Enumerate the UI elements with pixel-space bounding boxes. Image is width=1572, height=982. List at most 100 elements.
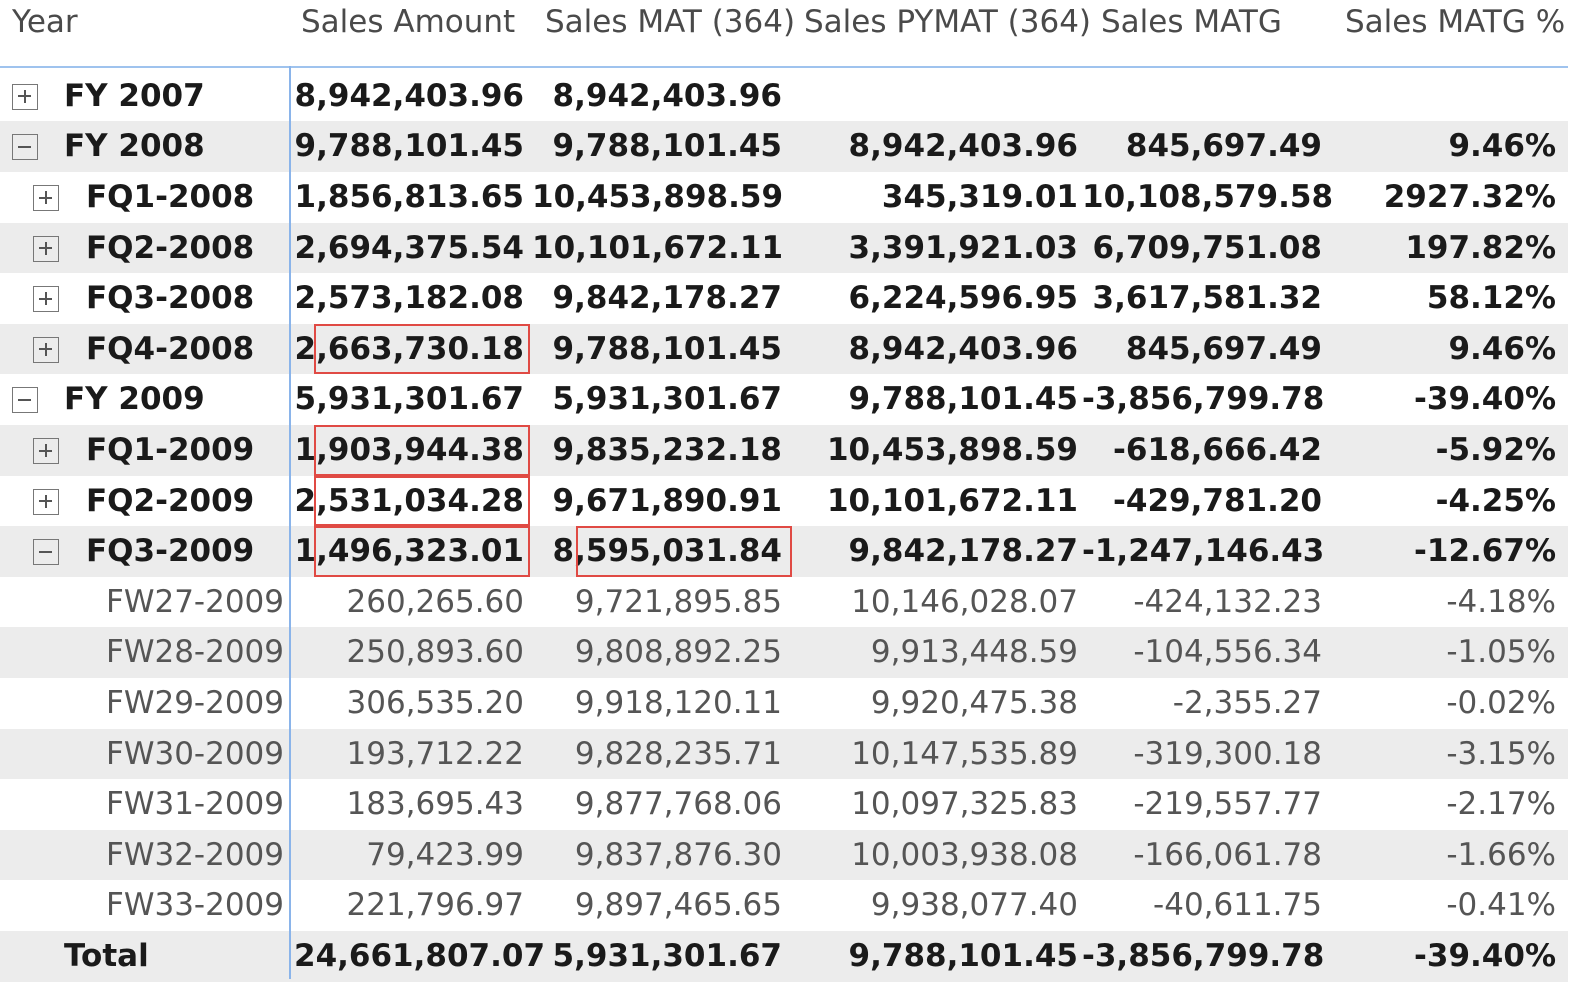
value-cell[interactable]: 221,796.97 — [346, 887, 525, 924]
value-cell[interactable]: 8,595,031.84 — [552, 533, 782, 570]
expand-plus-icon[interactable] — [33, 488, 59, 515]
value-cell[interactable]: 1,856,813.65 — [294, 179, 524, 215]
expand-plus-icon[interactable] — [33, 286, 59, 313]
value-cell[interactable]: 2927.32% — [1383, 179, 1556, 215]
value-cell[interactable]: -319,300.18 — [1133, 735, 1322, 772]
value-cell[interactable]: 2,663,730.18 — [294, 330, 524, 367]
value-cell[interactable]: 9,828,235.71 — [574, 735, 782, 772]
matrix-row[interactable]: FQ2-2009 2,531,034.28 9,671,890.91 10,101,6… — [0, 476, 1568, 527]
value-cell[interactable]: 10,146,028.07 — [851, 583, 1078, 620]
matrix-row[interactable]: FW27-2009 260,265.60 9,721,895.85 10,146,02… — [0, 577, 1568, 628]
value-cell[interactable]: 9,721,895.85 — [574, 583, 782, 620]
value-cell[interactable]: -2,355.27 — [1172, 685, 1322, 721]
value-cell[interactable]: 8,942,403.96 — [848, 128, 1078, 165]
value-cell[interactable]: -219,557.77 — [1133, 786, 1322, 823]
value-cell[interactable]: 9,788,101.45 — [552, 330, 782, 367]
value-cell[interactable]: -0.02% — [1446, 685, 1556, 721]
value-cell[interactable]: -12.67% — [1414, 533, 1556, 570]
value-cell[interactable]: 9,877,768.06 — [574, 786, 782, 823]
value-cell[interactable]: 8,942,403.96 — [552, 77, 782, 114]
column-header-sales-matg[interactable]: Sales MATG — [1101, 4, 1282, 40]
value-cell[interactable]: 3,617,581.32 — [1092, 280, 1322, 317]
value-cell[interactable]: 9,788,101.45 — [848, 381, 1078, 418]
value-cell[interactable]: 58.12% — [1426, 280, 1556, 317]
value-cell[interactable]: -3,856,799.78 — [1082, 938, 1325, 974]
matrix-row[interactable]: FQ1-2008 1,856,813.65 10,453,898.59 345,319… — [0, 172, 1568, 223]
matrix-row[interactable]: FW31-2009 183,695.43 9,877,768.06 10,097,32… — [0, 779, 1568, 830]
value-cell[interactable]: 8,942,403.96 — [848, 330, 1078, 367]
value-cell[interactable]: -4.18% — [1446, 583, 1556, 620]
value-cell[interactable]: 10,108,579.58 — [1082, 179, 1334, 215]
value-cell[interactable]: 8,942,403.96 — [294, 77, 524, 114]
expand-plus-icon[interactable] — [12, 83, 38, 110]
value-cell[interactable] — [1336, 71, 1556, 122]
matrix-row[interactable]: FW28-2009 250,893.60 9,808,892.25 9,913,448… — [0, 627, 1568, 678]
value-cell[interactable]: 9.46% — [1448, 330, 1556, 367]
value-cell[interactable]: 9,788,101.45 — [552, 128, 782, 165]
value-cell[interactable]: 1,496,323.01 — [294, 533, 524, 570]
value-cell[interactable]: 260,265.60 — [346, 583, 525, 620]
collapse-minus-icon[interactable] — [12, 387, 38, 414]
matrix-row[interactable]: FY 2008 9,788,101.45 9,788,101.45 8,942,403… — [0, 121, 1568, 172]
value-cell[interactable]: -39.40% — [1414, 381, 1556, 418]
value-cell[interactable]: -618,666.42 — [1113, 432, 1322, 468]
value-cell[interactable]: -5.92% — [1435, 432, 1556, 468]
value-cell[interactable]: 10,101,672.11 — [826, 482, 1078, 519]
matrix-row[interactable]: FQ2-2008 2,694,375.54 10,101,672.11 3,391,9… — [0, 222, 1568, 274]
matrix-row[interactable]: FW29-2009 306,535.20 9,918,120.11 9,920,475… — [0, 678, 1568, 729]
value-cell[interactable]: 9,837,876.30 — [574, 836, 782, 873]
column-header-sales-pymat[interactable]: Sales PYMAT (364) — [804, 4, 1092, 40]
value-cell[interactable]: 9,918,120.11 — [574, 685, 782, 721]
value-cell[interactable]: 183,695.43 — [346, 786, 525, 823]
value-cell[interactable]: 3,391,921.03 — [848, 229, 1078, 266]
value-cell[interactable]: 2,573,182.08 — [294, 280, 524, 317]
value-cell[interactable]: -2.17% — [1446, 786, 1556, 823]
value-cell[interactable]: -3.15% — [1446, 735, 1556, 772]
column-header-sales-amount[interactable]: Sales Amount — [301, 4, 516, 40]
value-cell[interactable]: 10,147,535.89 — [851, 735, 1078, 772]
value-cell[interactable]: 9,788,101.45 — [848, 938, 1078, 974]
value-cell[interactable] — [798, 71, 1078, 122]
value-cell[interactable] — [1082, 71, 1322, 122]
value-cell[interactable]: 1,903,944.38 — [294, 432, 524, 468]
value-cell[interactable]: 10,101,672.11 — [532, 229, 784, 266]
value-cell[interactable]: 5,931,301.67 — [294, 381, 524, 418]
value-cell[interactable]: 9,671,890.91 — [552, 482, 782, 519]
matrix-row[interactable]: FW32-2009 79,423.99 9,837,876.30 10,003,938… — [0, 829, 1568, 881]
value-cell[interactable]: -1.05% — [1446, 634, 1556, 671]
value-cell[interactable]: 9,897,465.65 — [574, 887, 782, 924]
value-cell[interactable]: 6,224,596.95 — [848, 280, 1078, 317]
value-cell[interactable]: 9,920,475.38 — [870, 685, 1078, 721]
value-cell[interactable]: 197.82% — [1405, 229, 1556, 266]
value-cell[interactable]: 9,842,178.27 — [848, 533, 1078, 570]
value-cell[interactable]: 79,423.99 — [366, 836, 524, 873]
matrix-row[interactable]: FQ3-2008 2,573,182.08 9,842,178.27 6,224,59… — [0, 273, 1568, 324]
value-cell[interactable]: 10,003,938.08 — [851, 836, 1078, 873]
value-cell[interactable]: -40,611.75 — [1153, 887, 1322, 924]
matrix-row[interactable]: FY 2007 8,942,403.96 8,942,403.96 — [0, 71, 1568, 122]
value-cell[interactable]: 10,097,325.83 — [851, 786, 1078, 823]
value-cell[interactable]: 345,319.01 — [881, 179, 1078, 215]
expand-plus-icon[interactable] — [33, 185, 59, 211]
expand-plus-icon[interactable] — [33, 438, 59, 464]
value-cell[interactable]: -424,132.23 — [1133, 583, 1322, 620]
collapse-minus-icon[interactable] — [12, 134, 38, 161]
value-cell[interactable]: 845,697.49 — [1125, 128, 1322, 165]
value-cell[interactable]: -39.40% — [1414, 938, 1556, 974]
value-cell[interactable]: -1,247,146.43 — [1082, 533, 1325, 570]
value-cell[interactable]: 24,661,807.07 — [294, 938, 546, 974]
column-header-year[interactable]: Year — [12, 4, 78, 40]
matrix-row[interactable]: FQ1-2009 1,903,944.38 9,835,232.18 10,453,8… — [0, 425, 1568, 476]
value-cell[interactable]: 9,788,101.45 — [294, 128, 524, 165]
value-cell[interactable]: 2,694,375.54 — [294, 229, 524, 266]
value-cell[interactable]: 10,453,898.59 — [532, 179, 784, 215]
value-cell[interactable]: -429,781.20 — [1113, 482, 1322, 519]
value-cell[interactable]: 9,808,892.25 — [574, 634, 782, 671]
column-header-sales-mat[interactable]: Sales MAT (364) — [545, 4, 796, 40]
value-cell[interactable]: -166,061.78 — [1133, 836, 1322, 873]
value-cell[interactable]: 9,842,178.27 — [552, 280, 782, 317]
matrix-row[interactable]: FQ4-2008 2,663,730.18 9,788,101.45 8,942,40… — [0, 323, 1568, 375]
matrix-row[interactable]: FQ3-2009 1,496,323.01 8,595,031.84 9,842,17… — [0, 526, 1568, 577]
value-cell[interactable]: 10,453,898.59 — [826, 432, 1078, 468]
value-cell[interactable]: 5,931,301.67 — [552, 381, 782, 418]
